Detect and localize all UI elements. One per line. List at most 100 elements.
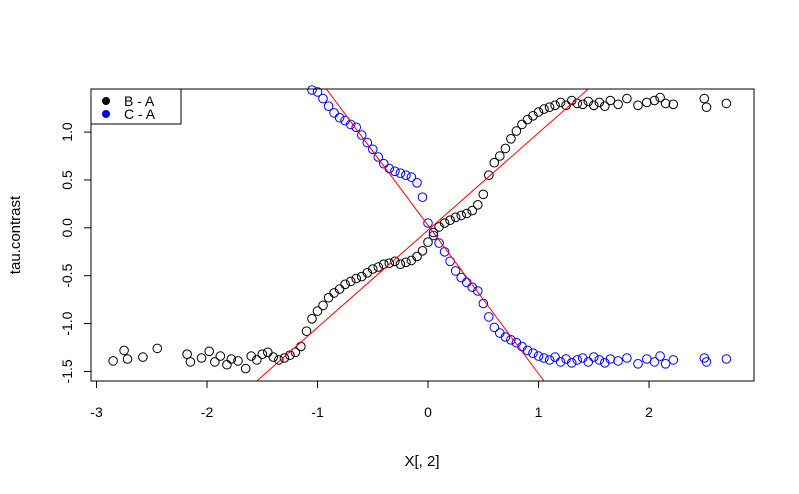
legend-marker-b-a [102, 97, 110, 105]
point-b-a-25 [301, 326, 312, 337]
point-b-a-4 [152, 343, 163, 354]
point-b-a-81 [613, 99, 623, 110]
series-b-a-points [108, 92, 732, 374]
point-b-a-1 [119, 345, 129, 356]
fit-line-1 [325, 88, 545, 382]
point-b-a-20 [274, 355, 284, 365]
point-b-a-47 [423, 237, 433, 247]
point-b-a-27 [312, 306, 323, 316]
point-b-a-88 [668, 99, 679, 110]
y-tick-label-1: -1.0 [59, 311, 75, 335]
point-c-a-35 [500, 332, 511, 342]
point-b-a-53 [456, 210, 467, 221]
point-c-a-28 [461, 277, 472, 288]
point-b-a-0 [108, 356, 118, 366]
point-b-a-23 [290, 347, 301, 358]
x-tick-label-4: 1 [535, 404, 543, 420]
point-b-a-2 [122, 354, 133, 364]
point-b-a-61 [500, 143, 511, 154]
point-c-a-9 [356, 130, 367, 140]
point-b-a-6 [185, 357, 196, 367]
point-b-a-86 [655, 92, 665, 103]
point-b-a-28 [318, 300, 328, 311]
point-b-a-51 [445, 215, 455, 225]
point-c-a-32 [484, 312, 494, 322]
point-c-a-48 [572, 355, 583, 365]
point-c-a-13 [379, 158, 389, 169]
point-c-a-52 [594, 355, 605, 365]
point-b-a-75 [577, 99, 588, 110]
legend: B - A C - A [90, 88, 182, 125]
point-b-a-85 [649, 95, 660, 106]
point-b-a-41 [390, 256, 400, 267]
point-c-a-41 [533, 351, 544, 361]
point-c-a-12 [373, 152, 384, 162]
point-c-a-4 [329, 108, 339, 118]
point-b-a-54 [461, 208, 472, 219]
point-c-a-15 [390, 166, 400, 177]
point-c-a-26 [450, 266, 461, 276]
point-b-a-70 [550, 100, 560, 111]
point-b-a-26 [307, 314, 317, 324]
x-tick-label-1: -2 [201, 404, 214, 420]
point-c-a-10 [362, 137, 373, 148]
point-c-a-65 [721, 354, 732, 364]
point-c-a-51 [589, 352, 599, 362]
point-b-a-55 [467, 205, 478, 216]
point-c-a-62 [668, 355, 679, 365]
point-b-a-7 [196, 353, 207, 363]
point-b-a-29 [323, 292, 334, 303]
point-b-a-46 [417, 246, 428, 256]
point-b-a-38 [373, 262, 384, 272]
y-tick-label-4: 0.5 [59, 170, 75, 190]
y-tick-label-0: -1.5 [59, 359, 75, 383]
point-b-a-79 [600, 101, 610, 111]
point-b-a-57 [478, 189, 489, 200]
point-b-a-64 [517, 119, 527, 130]
point-b-a-89 [699, 93, 710, 104]
point-b-a-87 [660, 98, 671, 109]
point-c-a-17 [401, 170, 411, 180]
point-c-a-8 [351, 122, 362, 133]
point-b-a-71 [555, 97, 566, 108]
point-c-a-20 [417, 192, 428, 202]
point-b-a-48 [428, 227, 439, 238]
point-b-a-11 [222, 359, 232, 370]
legend-marker-c-a [102, 110, 110, 118]
point-b-a-16 [251, 355, 262, 365]
point-b-a-45 [412, 251, 422, 262]
point-c-a-57 [633, 359, 643, 369]
point-b-a-34 [351, 273, 362, 284]
point-b-a-82 [622, 93, 632, 104]
y-axis-title: tau.contrast [7, 195, 24, 274]
point-b-a-40 [384, 258, 395, 269]
point-b-a-50 [439, 218, 450, 228]
point-c-a-1 [312, 87, 323, 97]
point-c-a-61 [660, 359, 671, 369]
point-b-a-3 [138, 352, 148, 362]
point-c-a-11 [368, 144, 378, 155]
y-tick-label-2: -0.5 [59, 263, 75, 287]
point-b-a-67 [533, 107, 544, 117]
point-c-a-43 [544, 355, 555, 365]
legend-box [90, 88, 182, 125]
legend-label-c-a: C - A [124, 106, 156, 122]
point-c-a-47 [566, 358, 577, 368]
point-b-a-37 [368, 264, 378, 274]
point-c-a-27 [456, 272, 467, 283]
point-b-a-68 [539, 104, 549, 114]
point-b-a-13 [233, 356, 243, 366]
fit-line-0 [256, 88, 589, 382]
point-b-a-24 [296, 341, 306, 352]
point-b-a-43 [401, 257, 411, 268]
point-b-a-8 [204, 346, 214, 357]
legend-label-b-a: B - A [124, 93, 155, 109]
point-c-a-50 [583, 357, 594, 367]
point-c-a-21 [423, 218, 433, 228]
x-tick-label-3: 0 [424, 404, 432, 420]
point-b-a-60 [495, 151, 505, 161]
point-c-a-40 [528, 348, 538, 359]
point-c-a-7 [345, 119, 356, 130]
point-c-a-22 [428, 230, 439, 241]
point-c-a-16 [395, 168, 406, 178]
